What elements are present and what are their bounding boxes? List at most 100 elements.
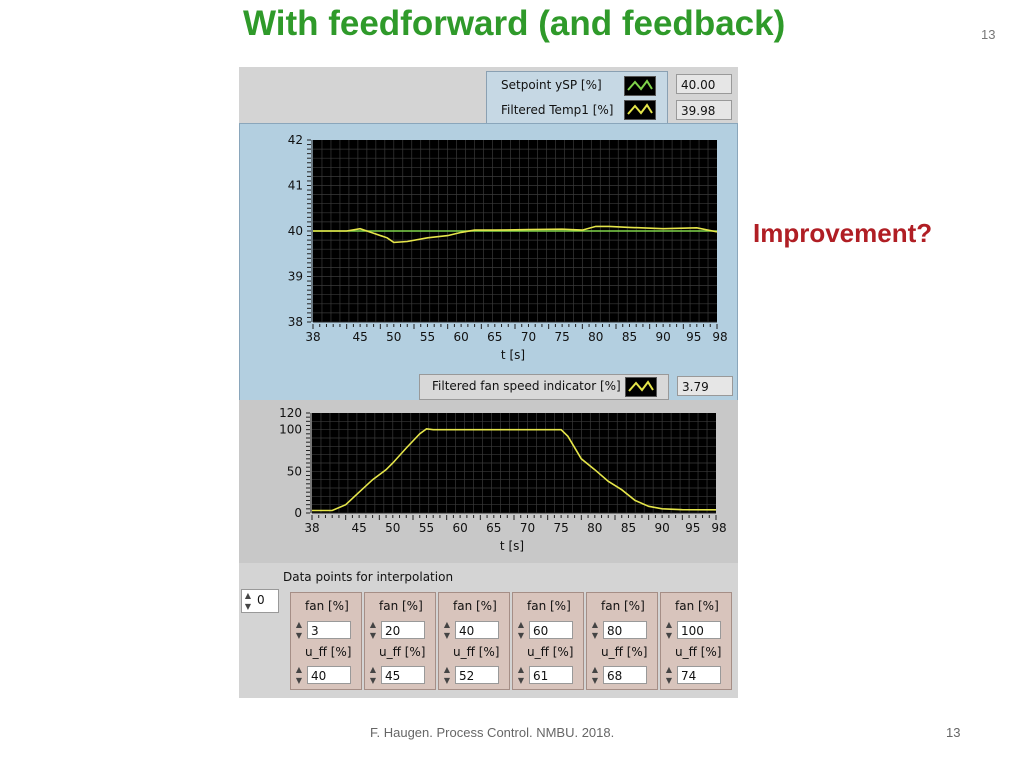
x-tick-label: 50 [385, 521, 400, 535]
interpolation-point-cluster: fan [%] ▲ ▼ 80 u_ff [%] ▲ ▼ 68 [586, 592, 658, 690]
labview-front-panel: Setpoint ySP [%] Filtered Temp1 [%] 40.0… [239, 67, 738, 698]
improvement-note: Improvement? [753, 218, 933, 248]
x-tick-label: 45 [351, 521, 366, 535]
uff-spinner-icon[interactable]: ▲ ▼ [295, 665, 303, 685]
uff-spinner-icon[interactable]: ▲ ▼ [665, 665, 673, 685]
x-axis-label: t [s] [501, 348, 525, 362]
x-tick-label: 50 [386, 330, 401, 344]
temperature-legend: Setpoint ySP [%] Filtered Temp1 [%] [486, 71, 668, 125]
interpolation-index-value[interactable]: 0 [257, 593, 265, 607]
legend-label-filtered-temp: Filtered Temp1 [%] [501, 103, 614, 117]
x-tick-label: 45 [352, 330, 367, 344]
x-tick-label: 38 [304, 521, 319, 535]
uff-label: u_ff [%] [379, 645, 426, 659]
interpolation-point-cluster: fan [%] ▲ ▼ 100 u_ff [%] ▲ ▼ 74 [660, 592, 732, 690]
fan-label: fan [%] [601, 599, 645, 613]
fan-chart-frame: 38 45 50 55 60 65 70 75 80 85 90 95 98 120 100 50 0 t [s] [239, 400, 738, 563]
x-tick-label: 70 [521, 330, 536, 344]
legend-label-fan: Filtered fan speed indicator [%] [432, 379, 621, 393]
x-tick-label: 55 [419, 521, 434, 535]
y-tick-label: 120 [279, 406, 302, 420]
temperature-chart: 38 45 50 55 60 65 70 75 80 85 90 95 98 42 41 40 39 38 t [s… [288, 133, 728, 362]
x-tick-label: 65 [487, 330, 502, 344]
fan-input[interactable]: 80 [603, 621, 647, 639]
index-spinner-icon[interactable]: ▲ ▼ [244, 591, 252, 611]
setpoint-swatch-icon[interactable] [624, 76, 656, 96]
interpolation-label: Data points for interpolation [283, 570, 454, 584]
uff-label: u_ff [%] [527, 645, 574, 659]
y-tick-label: 42 [288, 133, 303, 147]
fan-input[interactable]: 100 [677, 621, 721, 639]
x-tick-label: 95 [686, 330, 701, 344]
interpolation-point-cluster: fan [%] ▲ ▼ 3 u_ff [%] ▲ ▼ 40 [290, 592, 362, 690]
fan-spinner-icon[interactable]: ▲ ▼ [517, 620, 525, 640]
uff-spinner-icon[interactable]: ▲ ▼ [443, 665, 451, 685]
fan-label: fan [%] [379, 599, 423, 613]
fan-input[interactable]: 60 [529, 621, 573, 639]
interpolation-point-cluster: fan [%] ▲ ▼ 20 u_ff [%] ▲ ▼ 45 [364, 592, 436, 690]
x-tick-label: 80 [588, 330, 603, 344]
interpolation-point-cluster: fan [%] ▲ ▼ 60 u_ff [%] ▲ ▼ 61 [512, 592, 584, 690]
temperature-chart-frame: 38 45 50 55 60 65 70 75 80 85 90 95 98 42 41 40 39 38 t [s… [239, 123, 738, 435]
x-tick-label: 75 [553, 521, 568, 535]
fan-label: fan [%] [675, 599, 719, 613]
uff-spinner-icon[interactable]: ▲ ▼ [517, 665, 525, 685]
setpoint-value: 40.00 [676, 74, 732, 94]
x-axis-label: t [s] [500, 539, 524, 553]
uff-label: u_ff [%] [453, 645, 500, 659]
x-tick-label: 65 [486, 521, 501, 535]
fan-swatch-icon[interactable] [625, 377, 657, 397]
slide-number-top: 13 [981, 27, 996, 42]
x-tick-label: 55 [420, 330, 435, 344]
x-tick-label: 90 [654, 521, 669, 535]
uff-spinner-icon[interactable]: ▲ ▼ [369, 665, 377, 685]
x-tick-label: 75 [554, 330, 569, 344]
fan-spinner-icon[interactable]: ▲ ▼ [443, 620, 451, 640]
uff-input[interactable]: 61 [529, 666, 573, 684]
fan-label: fan [%] [453, 599, 497, 613]
filtered-temp-value: 39.98 [676, 100, 732, 120]
x-tick-label: 98 [712, 330, 727, 344]
uff-spinner-icon[interactable]: ▲ ▼ [591, 665, 599, 685]
fan-label: fan [%] [305, 599, 349, 613]
fan-spinner-icon[interactable]: ▲ ▼ [295, 620, 303, 640]
fan-input[interactable]: 3 [307, 621, 351, 639]
filtered-temp-swatch-icon[interactable] [624, 100, 656, 120]
fan-label: fan [%] [527, 599, 571, 613]
y-tick-label: 40 [288, 224, 303, 238]
uff-input[interactable]: 74 [677, 666, 721, 684]
fan-chart: 38 45 50 55 60 65 70 75 80 85 90 95 98 120 100 50 0 t [s] [279, 406, 727, 553]
x-tick-label: 85 [621, 521, 636, 535]
fan-value: 3.79 [677, 376, 733, 396]
interpolation-point-cluster: fan [%] ▲ ▼ 40 u_ff [%] ▲ ▼ 52 [438, 592, 510, 690]
fan-input[interactable]: 20 [381, 621, 425, 639]
y-tick-label: 41 [288, 179, 303, 193]
interpolation-index-control[interactable]: ▲ ▼ 0 [241, 589, 279, 613]
uff-input[interactable]: 40 [307, 666, 351, 684]
fan-legend: Filtered fan speed indicator [%] [419, 374, 669, 400]
series-line [312, 427, 717, 512]
y-tick-label: 50 [287, 464, 302, 478]
uff-label: u_ff [%] [675, 645, 722, 659]
legend-label-setpoint: Setpoint ySP [%] [501, 78, 602, 92]
uff-label: u_ff [%] [601, 645, 648, 659]
uff-input[interactable]: 52 [455, 666, 499, 684]
uff-label: u_ff [%] [305, 645, 352, 659]
x-tick-label: 90 [655, 330, 670, 344]
x-tick-label: 38 [305, 330, 320, 344]
x-tick-label: 80 [587, 521, 602, 535]
slide-title: With feedforward (and feedback) [243, 4, 786, 43]
fan-input[interactable]: 40 [455, 621, 499, 639]
uff-input[interactable]: 68 [603, 666, 647, 684]
fan-spinner-icon[interactable]: ▲ ▼ [591, 620, 599, 640]
x-tick-label: 98 [711, 521, 726, 535]
y-tick-label: 100 [279, 423, 302, 437]
y-tick-label: 39 [288, 270, 303, 284]
fan-spinner-icon[interactable]: ▲ ▼ [665, 620, 673, 640]
x-tick-label: 60 [452, 521, 467, 535]
uff-input[interactable]: 45 [381, 666, 425, 684]
slide-number-bottom: 13 [946, 725, 961, 740]
y-tick-label: 38 [288, 315, 303, 329]
fan-spinner-icon[interactable]: ▲ ▼ [369, 620, 377, 640]
x-tick-label: 85 [622, 330, 637, 344]
